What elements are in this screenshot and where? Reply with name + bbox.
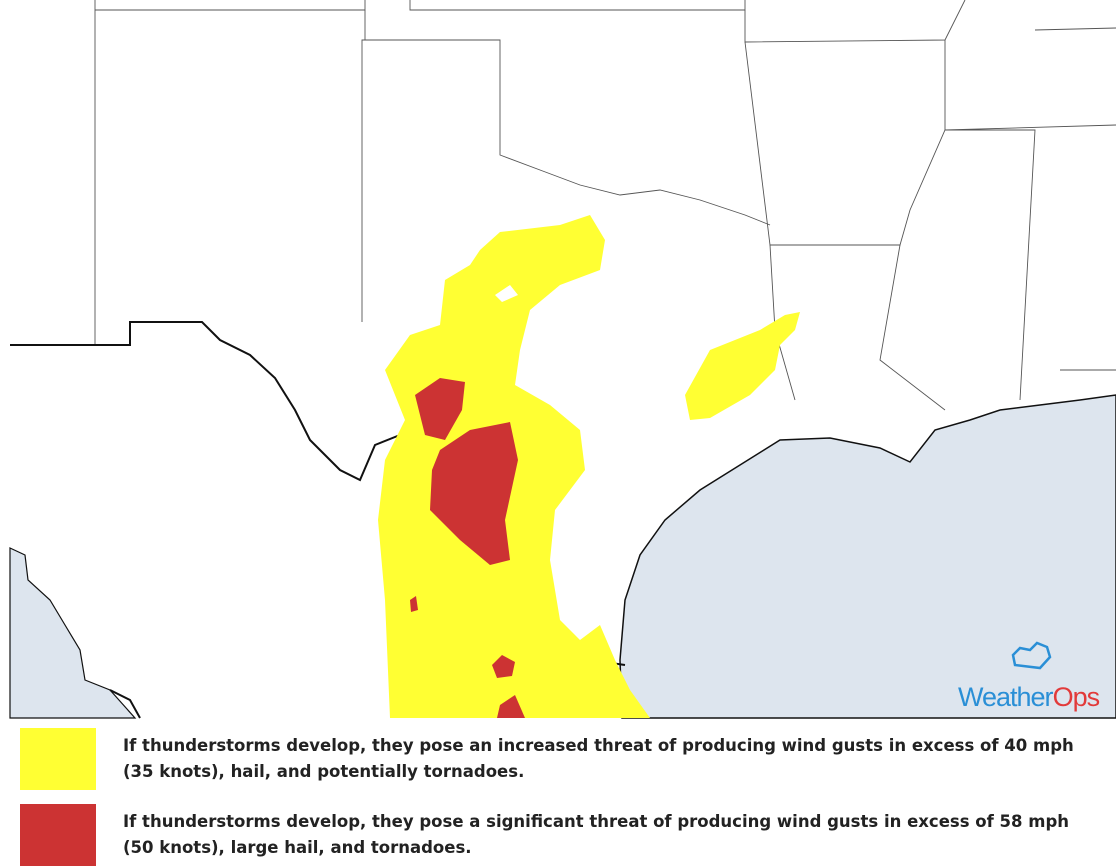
logo-text-part: Weather: [958, 682, 1054, 712]
pacific-ocean: [9, 547, 137, 719]
gulf-of-mexico: [619, 394, 1116, 719]
logo: WeatherOps: [958, 641, 1101, 712]
significant-threat-area: [410, 378, 525, 718]
logo-text-part: Ops: [1053, 682, 1100, 712]
legend-item: If thunderstorms develop, they pose an i…: [20, 728, 1083, 790]
legend-text: If thunderstorms develop, they pose an i…: [123, 736, 1074, 781]
increased-threat-area: [685, 312, 800, 420]
legend-swatch: [20, 804, 96, 866]
map: WeatherOps: [9, 0, 1116, 719]
logo-text: WeatherOps: [958, 682, 1100, 712]
logo-icon: [1011, 641, 1052, 670]
legend-item: If thunderstorms develop, they pose a si…: [20, 804, 1083, 866]
legend-text: If thunderstorms develop, they pose a si…: [123, 812, 1070, 857]
legend-swatch: [20, 728, 96, 790]
